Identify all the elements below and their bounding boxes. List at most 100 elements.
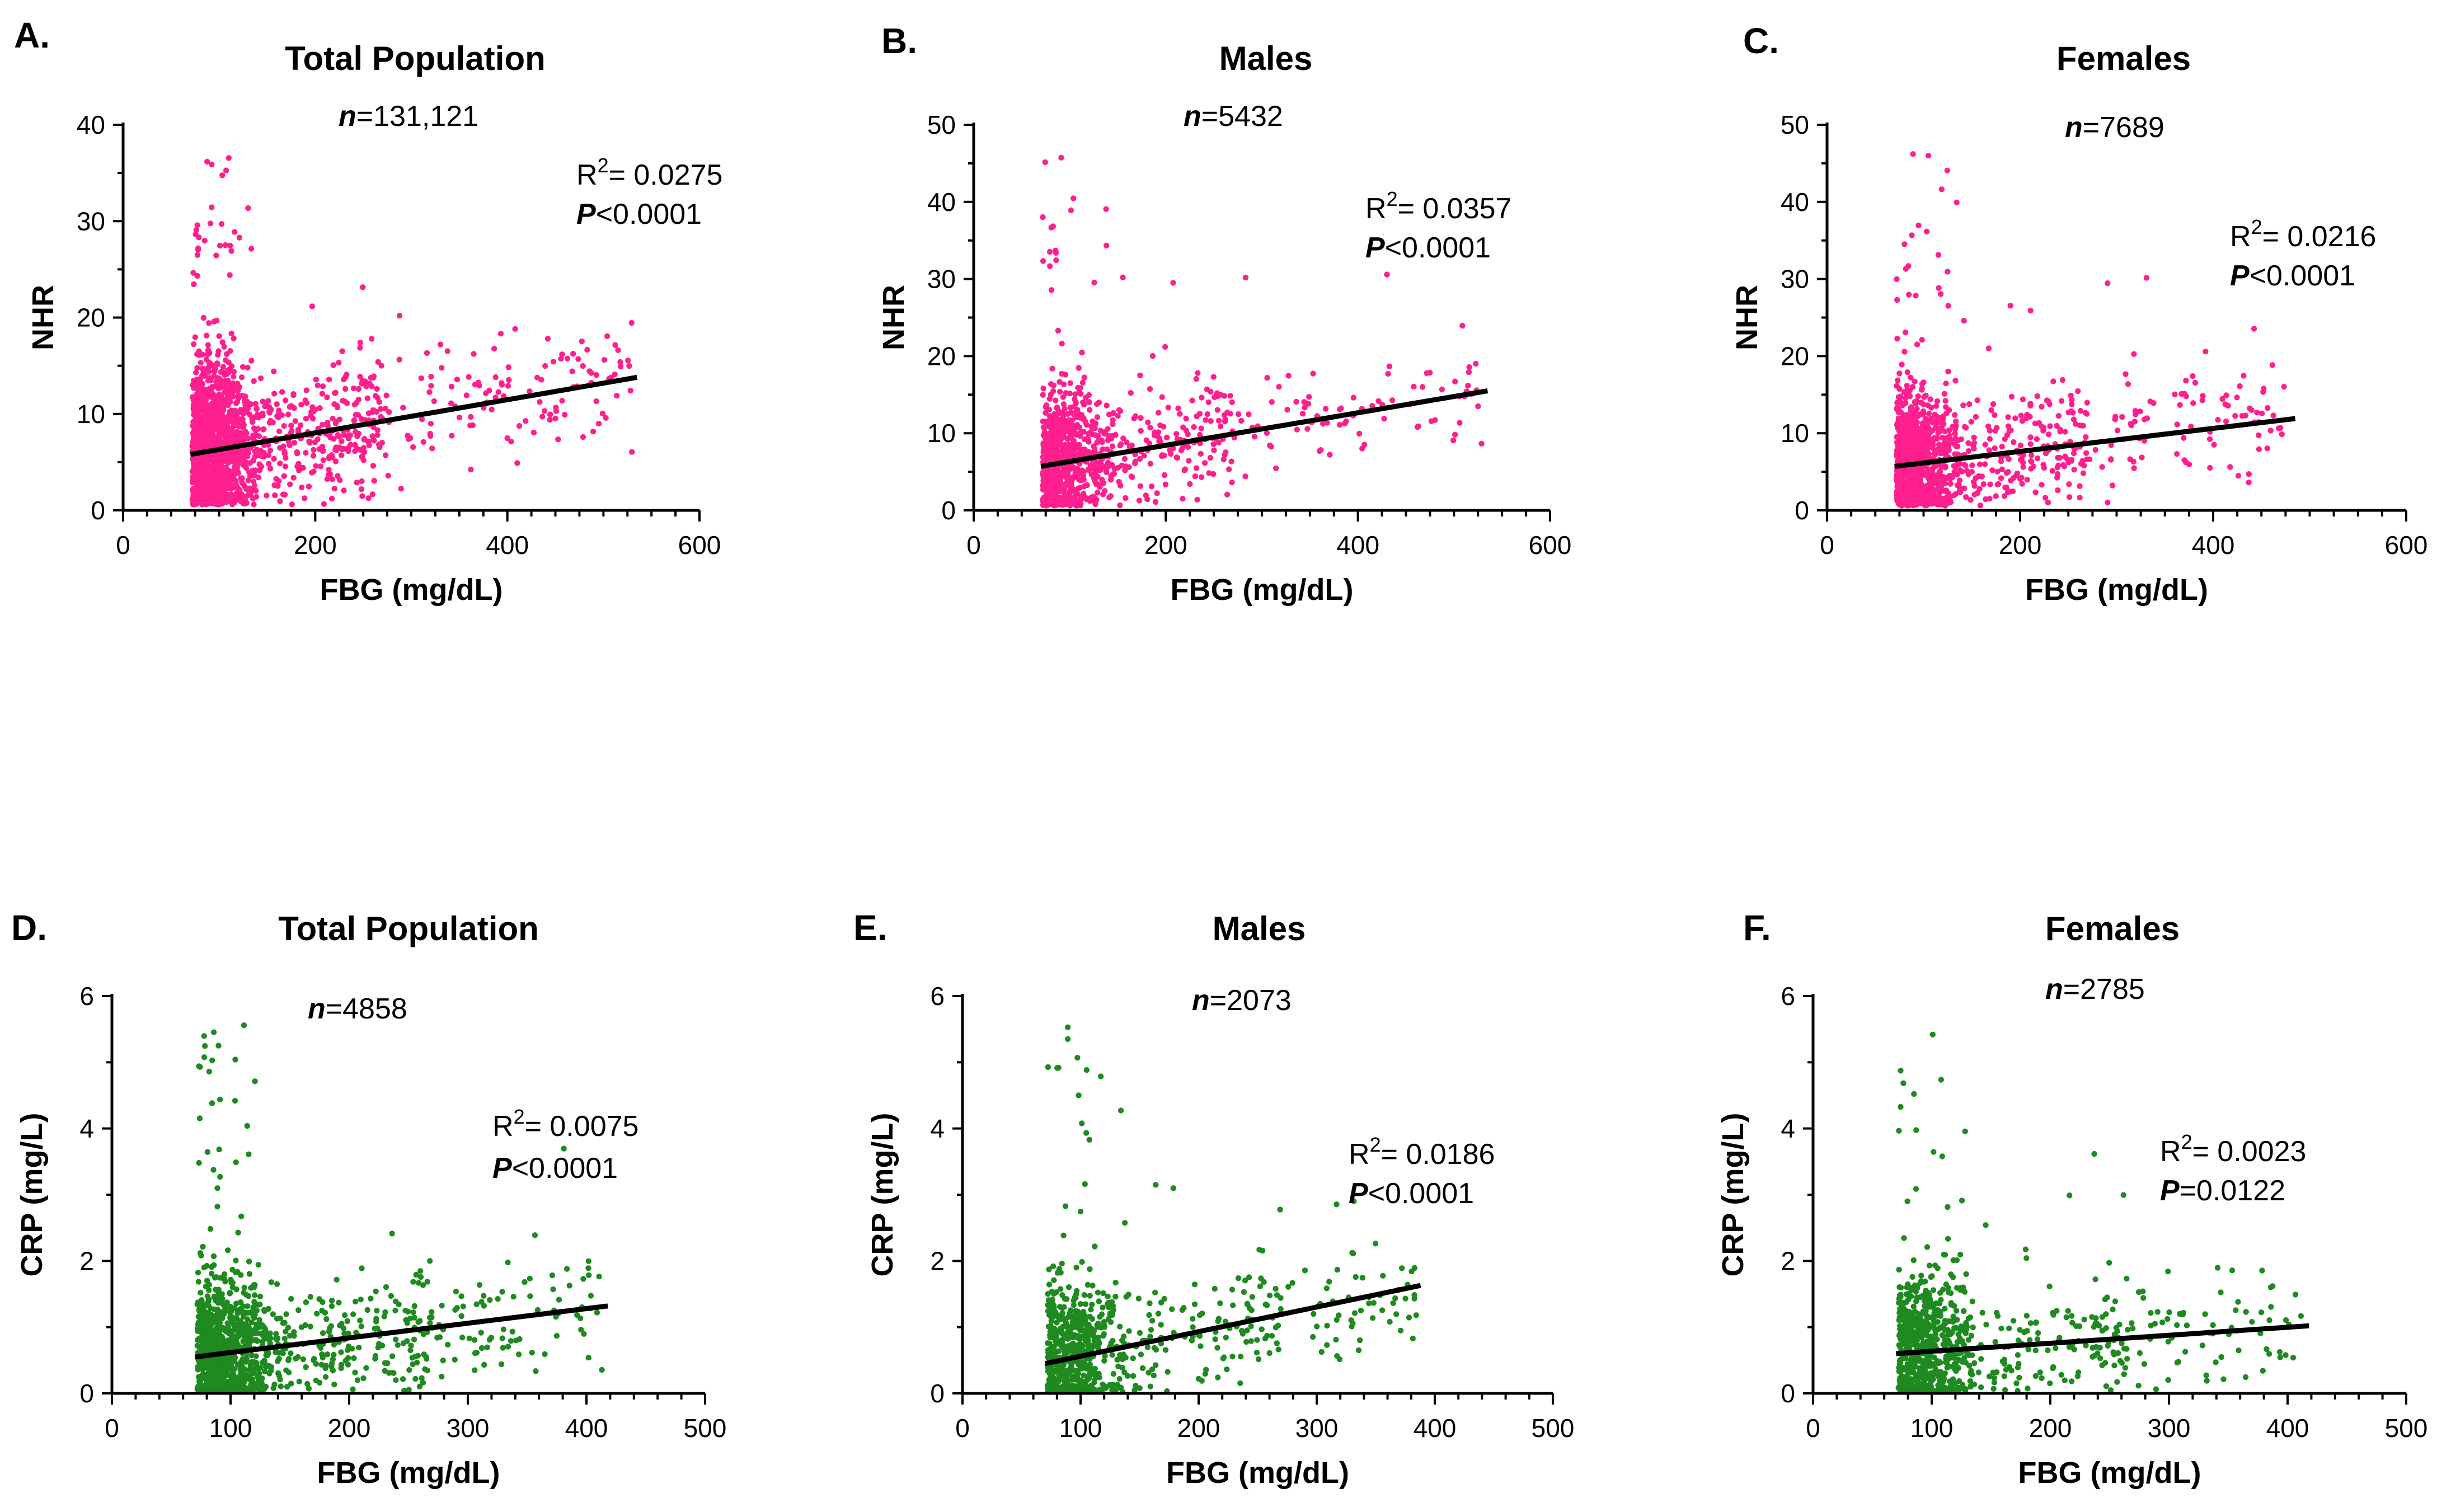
scatter-point (238, 1213, 245, 1219)
scatter-point (238, 437, 245, 443)
x-tick-label: 200 (1144, 530, 1187, 560)
scatter-point (295, 1354, 301, 1360)
scatter-point (300, 1356, 307, 1363)
scatter-point (2114, 428, 2121, 434)
scatter-point (585, 1354, 592, 1361)
scatter-point (2014, 470, 2021, 477)
scatter-point (1414, 424, 1421, 430)
scatter-points (194, 1022, 605, 1395)
scatter-point (344, 372, 350, 378)
scatter-point (1138, 428, 1144, 434)
scatter-point (214, 1204, 220, 1210)
scatter-point (215, 1043, 222, 1049)
scatter-point (290, 475, 297, 481)
scatter-point (193, 369, 199, 375)
scatter-point (1904, 383, 1910, 389)
scatter-point (492, 374, 499, 381)
scatter-point (1982, 461, 1988, 467)
scatter-point (1137, 372, 1143, 378)
scatter-point (232, 492, 238, 498)
scatter-point (1284, 406, 1290, 413)
scatter-point (306, 438, 312, 444)
scatter-point (209, 473, 215, 480)
scatter-point (2062, 453, 2068, 459)
scatter-point (2034, 393, 2040, 400)
scatter-point (1322, 406, 1329, 412)
scatter-point (424, 1279, 430, 1285)
scatter-point (1936, 483, 1942, 490)
scatter-point (410, 444, 416, 450)
scatter-point (210, 1167, 217, 1173)
scatter-point (1194, 496, 1200, 503)
scatter-point (271, 456, 277, 462)
scatter-point (295, 1307, 302, 1313)
scatter-point (1998, 475, 2004, 481)
scatter-point (332, 458, 339, 464)
scatter-point (1181, 467, 1187, 473)
scatter-point (344, 1318, 350, 1325)
scatter-point (1992, 445, 1998, 452)
scatter-point (320, 448, 326, 454)
scatter-point (243, 464, 250, 471)
scatter-point (2023, 415, 2029, 421)
scatter-point (215, 478, 221, 484)
x-axis-label: FBG (mg/dL) (320, 573, 503, 607)
scatter-point (201, 396, 208, 403)
scatter-point (471, 1337, 478, 1343)
scatter-point (1145, 419, 1151, 425)
scatter-point (218, 384, 224, 391)
scatter-point (452, 1356, 458, 1363)
scatter-point (210, 1253, 217, 1260)
scatter-point (1193, 375, 1199, 382)
scatter-point (453, 1288, 459, 1295)
scatter-point (544, 336, 551, 342)
scatter-point (440, 1358, 446, 1364)
scatter-point (365, 495, 372, 501)
scatter-point (2084, 400, 2090, 406)
scatter-point (251, 1299, 257, 1305)
scatter-point (2075, 388, 2081, 395)
scatter-point (627, 387, 633, 394)
scatter-point (2017, 442, 2024, 449)
scatter-point (215, 471, 222, 478)
scatter-point (217, 464, 223, 471)
scatter-point (1060, 490, 1067, 496)
scatter-point (2246, 471, 2252, 477)
scatter-point (190, 378, 197, 384)
scatter-point (579, 338, 585, 345)
scatter-point (311, 447, 317, 453)
scatter-point (2045, 499, 2051, 506)
scatter-point (287, 442, 293, 448)
scatter-point (236, 234, 242, 241)
scatter-point (400, 405, 406, 411)
scatter-point (274, 1281, 280, 1287)
r-squared: R2= 0.0275 (576, 154, 722, 191)
scatter-point (2119, 414, 2125, 420)
scatter-point (336, 1299, 342, 1306)
scatter-point (614, 393, 620, 399)
scatter-point (1115, 464, 1121, 471)
scatter-point (231, 335, 237, 341)
scatter-point (2012, 415, 2018, 421)
scatter-point (2172, 391, 2178, 397)
scatter-point (251, 472, 257, 478)
scatter-point (1337, 421, 1343, 428)
scatter-point (1963, 494, 1969, 500)
scatter-point (1924, 439, 1931, 445)
scatter-point (326, 467, 332, 473)
scatter-point (1901, 389, 1908, 395)
r-squared: R2= 0.0216 (2230, 215, 2376, 253)
scatter-point (1943, 442, 1949, 448)
scatter-point (2123, 371, 2129, 377)
scatter-point (1386, 363, 1393, 369)
scatter-point (251, 425, 257, 431)
scatter-point (1909, 500, 1915, 506)
scatter-point (505, 1259, 511, 1266)
scatter-point (2258, 410, 2265, 417)
scatter-point (200, 314, 206, 321)
y-tick-label: 10 (1781, 419, 1809, 448)
scatter-point (2137, 408, 2143, 415)
scatter-point (1223, 449, 1229, 456)
scatter-point (1162, 344, 1168, 350)
scatter-point (303, 416, 309, 422)
